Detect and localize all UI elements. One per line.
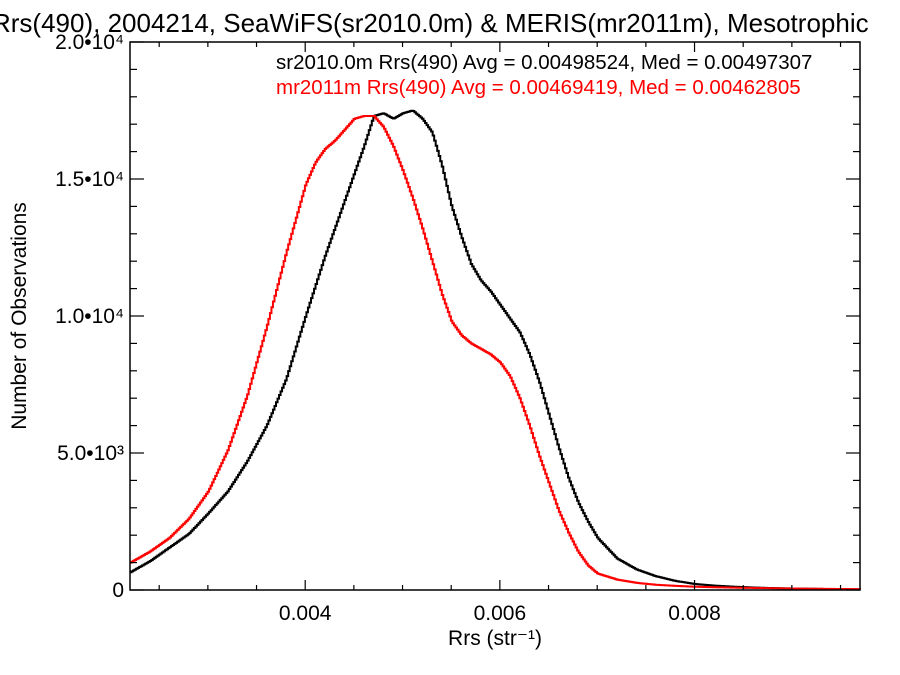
x-tick-label: 0.004 [279,602,332,625]
plot-area [130,109,861,591]
y-axis-label: Number of Observations [8,202,31,430]
series-line-seawifs [130,109,861,591]
legend-entry-meris: mr2011m Rrs(490) Avg = 0.00469419, Med =… [276,76,801,99]
legend: sr2010.0m Rrs(490) Avg = 0.00498524, Med… [276,51,812,99]
chart-title: Rrs(490), 2004214, SeaWiFS(sr2010.0m) & … [0,8,869,38]
y-tick-label: 0 [112,579,124,602]
y-tick-label: 1.5•10⁴ [55,168,124,191]
y-tick-label: 5.0•10³ [57,442,124,465]
plot-frame [129,41,861,591]
legend-entry-seawifs: sr2010.0m Rrs(490) Avg = 0.00498524, Med… [276,51,812,74]
x-axis-label: Rrs (str⁻¹) [448,627,542,650]
y-tick-label: 2.0•10⁴ [55,31,124,54]
y-tick-label: 1.0•10⁴ [55,305,124,328]
series-line-meris [130,114,861,591]
axis-ticks: 0.004 0.006 0.008 0 5.0•10³ 1.0•10⁴ 1.5•10⁴ 2.0… [55,31,860,625]
x-tick-label: 0.006 [474,602,527,625]
x-tick-label: 0.008 [668,602,721,625]
